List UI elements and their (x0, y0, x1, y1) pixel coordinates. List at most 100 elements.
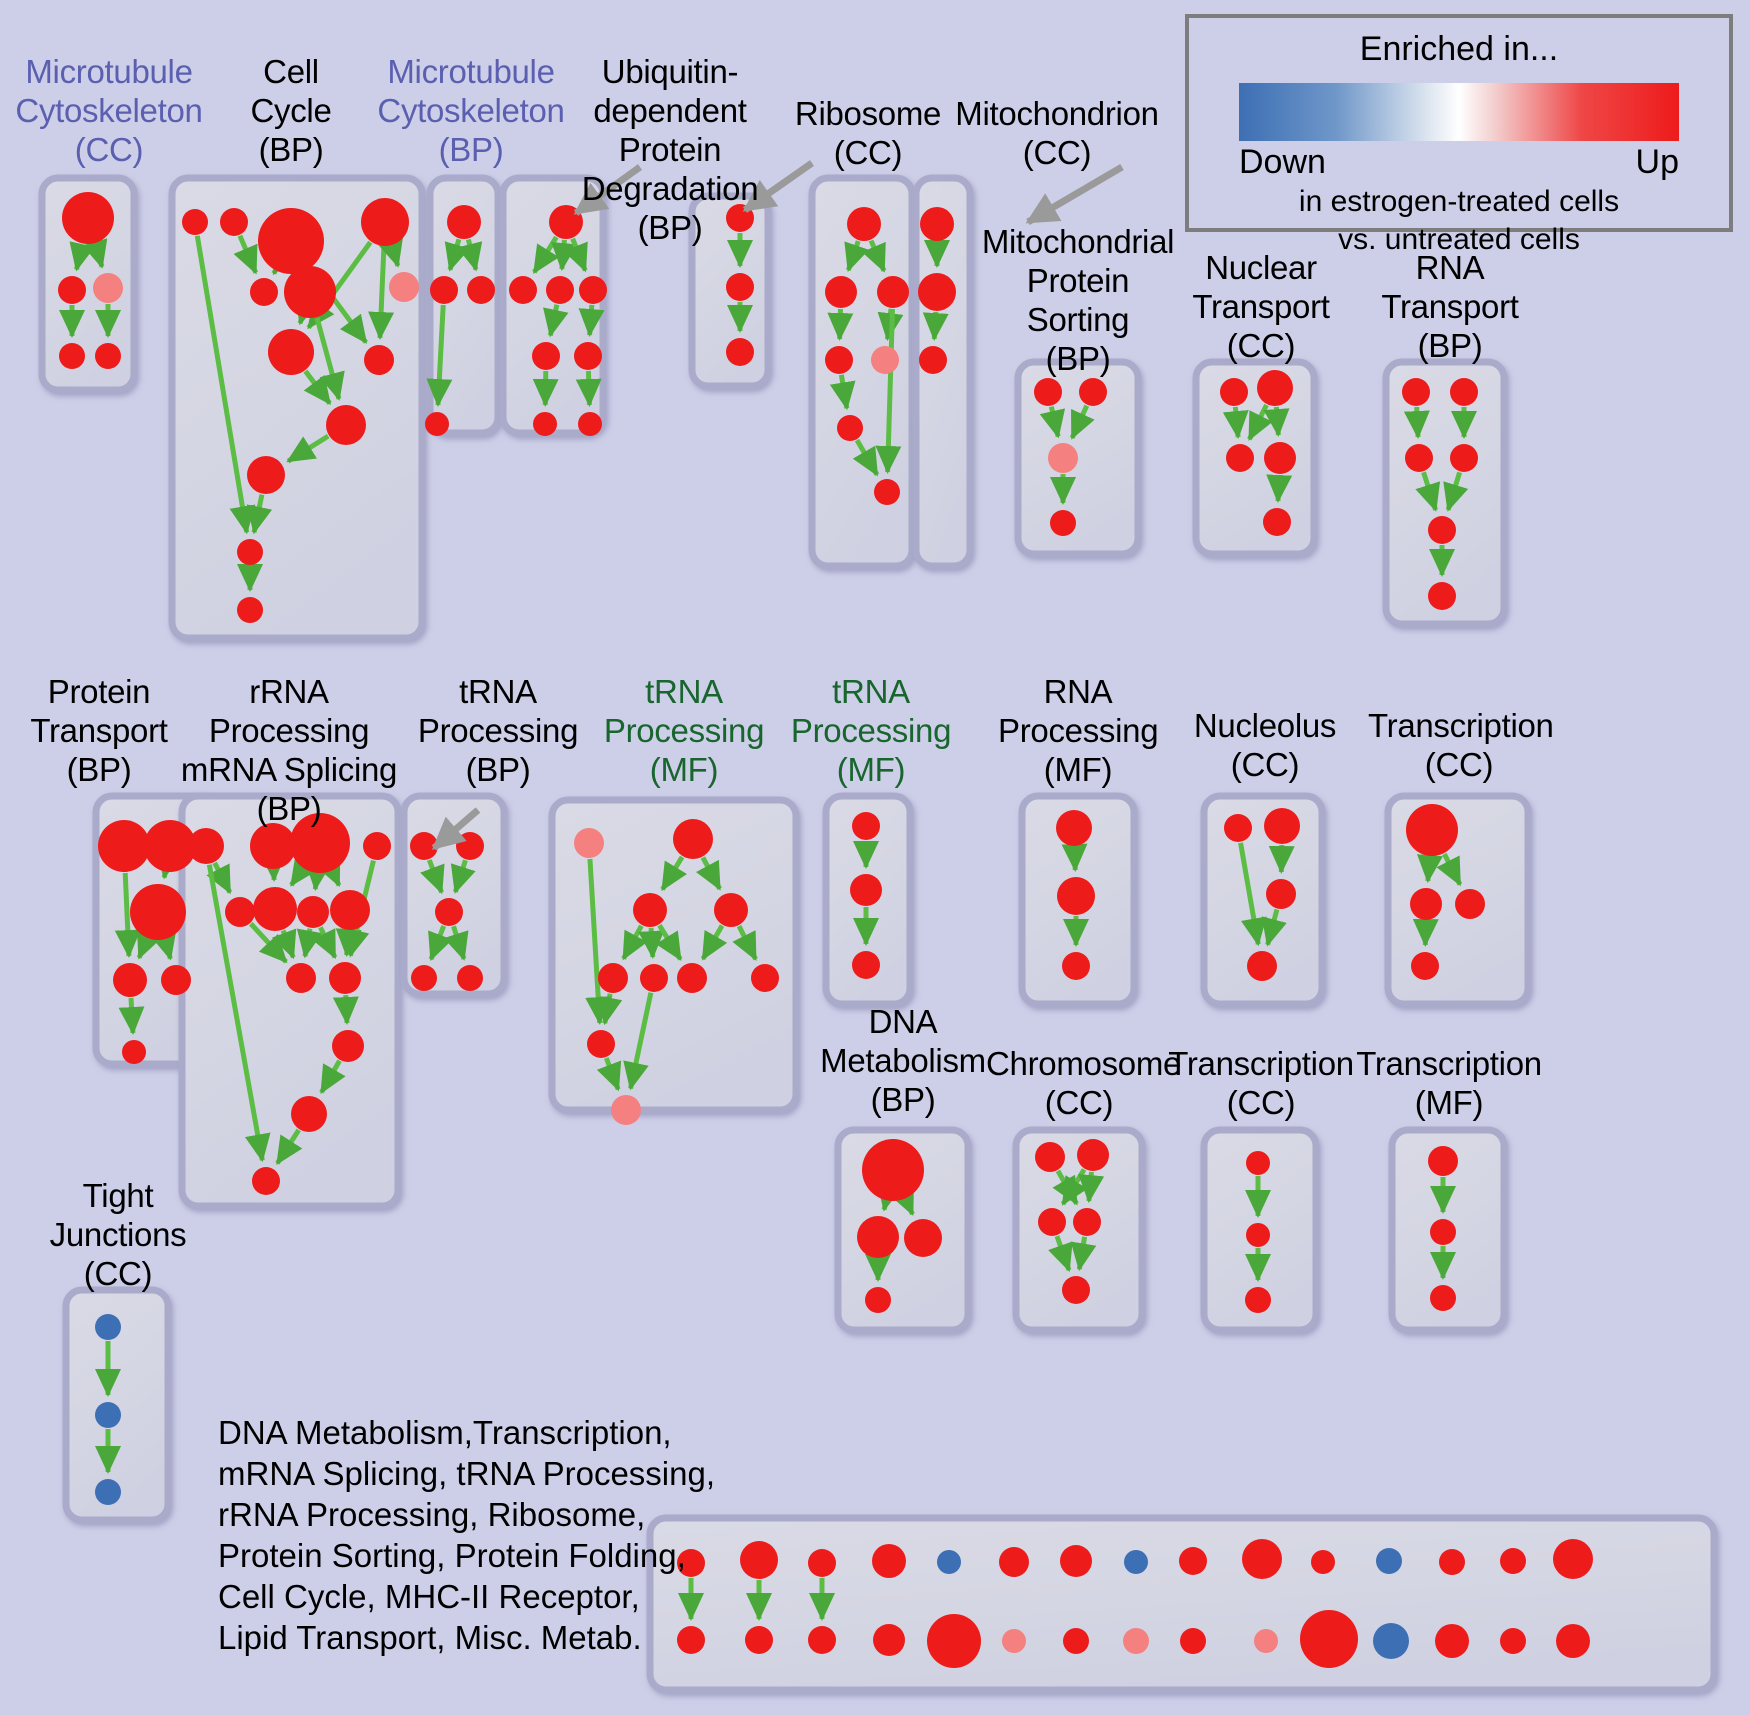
network-node (1430, 1285, 1456, 1311)
network-node (95, 1314, 121, 1340)
network-node (726, 273, 754, 301)
network-node (95, 1479, 121, 1505)
network-node (290, 813, 350, 873)
singletons-caption: DNA Metabolism,Transcription, mRNA Splic… (218, 1414, 716, 1656)
label-cell-cycle-bp: Cell Cycle (BP) (250, 53, 332, 168)
network-node (326, 405, 366, 445)
network-node (430, 276, 458, 304)
network-edge (378, 237, 404, 268)
network-node (1220, 378, 1248, 406)
network-edge (563, 237, 588, 273)
cluster-box (400, 792, 508, 998)
network-edge (877, 1181, 903, 1212)
network-node (1428, 582, 1456, 610)
network-node (1556, 1624, 1590, 1658)
cluster-box (1192, 358, 1318, 558)
cluster-box (646, 1514, 1718, 1694)
network-node (579, 276, 607, 304)
pointer-arrow-icon (431, 807, 481, 851)
network-node (411, 965, 437, 991)
network-node (574, 828, 604, 858)
network-edge (585, 858, 612, 1026)
network-node (1264, 442, 1296, 474)
network-node (1062, 952, 1090, 980)
network-node (726, 338, 754, 366)
network-edge (319, 1059, 346, 1095)
network-edge (443, 925, 469, 961)
network-edge (922, 311, 949, 342)
network-node (363, 832, 391, 860)
network-node (467, 276, 495, 304)
network-node (871, 346, 899, 374)
label-mitochondrion-cc: Mitochondrion (CC) (955, 95, 1159, 171)
network-node (1123, 1628, 1149, 1654)
network-node (237, 539, 263, 565)
network-node (1246, 1223, 1270, 1247)
network-node (852, 951, 880, 979)
network-node (250, 823, 296, 869)
network-edge (890, 1185, 915, 1217)
network-node (425, 412, 449, 436)
network-node (220, 208, 248, 236)
network-edge (194, 235, 256, 535)
network-node (456, 832, 484, 860)
network-node (1179, 1547, 1207, 1575)
label-mitochondrial-protein-sorting-bp: Mitochondrial Protein Sorting (BP) (981, 223, 1175, 377)
network-node (1373, 1623, 1409, 1659)
network-node (188, 828, 224, 864)
network-edge (69, 241, 95, 272)
network-node (862, 1139, 924, 1201)
network-node (1455, 889, 1485, 919)
network-node (250, 278, 278, 306)
label-microtubule-cytoskeleton-bp: Microtubule Cytoskeleton (BP) (377, 53, 565, 168)
network-node (1062, 1276, 1090, 1304)
label-trna-processing-mf-2: tRNA Processing (MF) (790, 673, 952, 788)
network-node (874, 479, 900, 505)
network-node (130, 884, 186, 940)
network-node (268, 329, 314, 375)
pointer-arrow-icon (742, 160, 815, 213)
network-node (1063, 1628, 1089, 1654)
network-edge (305, 861, 331, 892)
network-edge (623, 992, 654, 1091)
network-node (457, 965, 483, 991)
network-node (904, 1219, 942, 1257)
network-node (1254, 1629, 1278, 1653)
network-node (291, 1096, 327, 1132)
network-node (161, 965, 191, 995)
network-node (237, 597, 263, 623)
network-node (918, 273, 956, 311)
network-edge (118, 997, 145, 1036)
network-node (1450, 444, 1478, 472)
network-node (98, 820, 150, 872)
label-transcription-mf: Transcription (MF) (1356, 1045, 1542, 1121)
network-edge (700, 924, 728, 961)
network-node (435, 898, 463, 926)
network-node (574, 342, 602, 370)
network-edge (303, 369, 332, 406)
network-edge (543, 304, 569, 338)
network-node (1435, 1624, 1469, 1658)
legend-caption-line-2: vs. untreated cells (1338, 223, 1580, 256)
network-node (95, 1402, 121, 1428)
network-edge (732, 924, 758, 962)
network-node (113, 963, 147, 997)
network-edge (1078, 1171, 1105, 1204)
network-node (1410, 888, 1442, 920)
network-edge (655, 924, 683, 961)
label-ribosome-cc: Ribosome (CC) (794, 95, 942, 171)
network-node (1411, 952, 1439, 980)
network-edge (114, 872, 141, 959)
network-node (1077, 1139, 1109, 1171)
network-node (852, 812, 880, 840)
network-edge (156, 849, 182, 880)
network-node (258, 208, 324, 274)
network-edge (875, 308, 902, 475)
network-node (919, 346, 947, 374)
network-node (225, 897, 255, 927)
label-trna-processing-mf-1: tRNA Processing (MF) (603, 673, 765, 788)
network-edge (695, 856, 722, 891)
network-edge (450, 859, 476, 894)
